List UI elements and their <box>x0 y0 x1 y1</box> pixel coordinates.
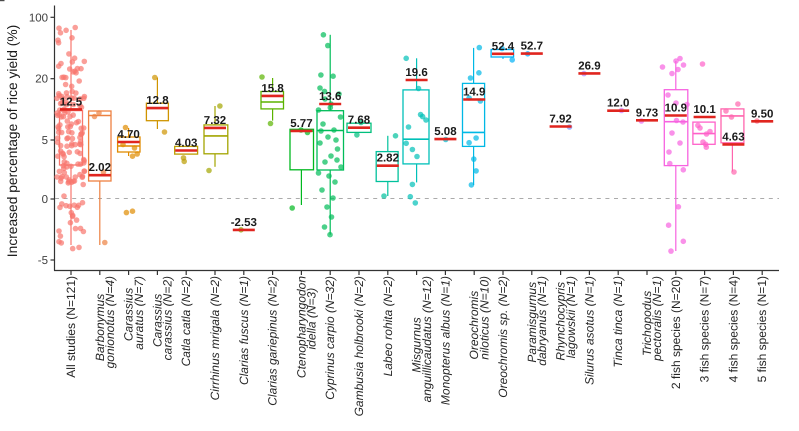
svg-text:4 fish species (N=4): 4 fish species (N=4) <box>726 276 740 382</box>
svg-text:Barbonymusgonionotus (N=4): Barbonymusgonionotus (N=4) <box>93 276 117 368</box>
svg-text:Carassiusauratus (N=7): Carassiusauratus (N=7) <box>122 276 146 350</box>
svg-text:Paramisgurnusdabryanus (N=1): Paramisgurnusdabryanus (N=1) <box>525 276 549 366</box>
svg-text:-5: -5 <box>38 255 48 267</box>
svg-text:3 fish species (N=7): 3 fish species (N=7) <box>698 276 712 382</box>
svg-text:52.4: 52.4 <box>492 41 515 53</box>
svg-text:14.9: 14.9 <box>463 87 485 99</box>
svg-text:52.7: 52.7 <box>521 41 543 53</box>
svg-text:19.6: 19.6 <box>405 67 427 79</box>
svg-text:-2.53: -2.53 <box>231 217 257 229</box>
svg-text:12.5: 12.5 <box>60 96 83 108</box>
svg-text:2 fish species (N=20): 2 fish species (N=20) <box>669 276 683 389</box>
svg-text:5 fish species (N=1): 5 fish species (N=1) <box>755 276 769 382</box>
svg-text:5.77: 5.77 <box>290 118 312 130</box>
svg-text:4.63: 4.63 <box>722 131 744 143</box>
svg-text:26.9: 26.9 <box>578 60 600 72</box>
svg-text:Trichopoduspectoralis (N=1): Trichopoduspectoralis (N=1) <box>640 276 664 362</box>
svg-text:Silurus asotus (N=1): Silurus asotus (N=1) <box>582 276 596 385</box>
svg-text:4.70: 4.70 <box>117 129 139 141</box>
svg-text:Labeo rohita (N=2): Labeo rohita (N=2) <box>381 276 395 376</box>
svg-text:Oreochromis sp. (N=2): Oreochromis sp. (N=2) <box>496 276 510 398</box>
svg-text:Monopterus albus (N=1): Monopterus albus (N=1) <box>438 276 452 405</box>
svg-text:12.8: 12.8 <box>146 95 169 107</box>
svg-text:Cirrhinus mrigala (N=2): Cirrhinus mrigala (N=2) <box>208 276 222 400</box>
svg-text:20: 20 <box>35 74 48 86</box>
svg-text:Clarias fuscus (N=1): Clarias fuscus (N=1) <box>237 276 251 385</box>
svg-text:15.8: 15.8 <box>261 83 284 95</box>
svg-text:10.9: 10.9 <box>665 103 687 115</box>
svg-text:9.50: 9.50 <box>751 108 773 120</box>
svg-text:Gambusia holbrooki (N=2): Gambusia holbrooki (N=2) <box>352 276 366 416</box>
svg-text:4.03: 4.03 <box>175 138 197 150</box>
svg-text:0: 0 <box>42 194 48 206</box>
svg-text:Carassiuscarassius (N=2): Carassiuscarassius (N=2) <box>150 276 174 360</box>
svg-text:Catla catla (N=2): Catla catla (N=2) <box>179 276 193 366</box>
svg-text:5.08: 5.08 <box>434 126 457 138</box>
svg-text:2.82: 2.82 <box>377 153 399 165</box>
svg-text:13.6: 13.6 <box>319 91 341 103</box>
svg-text:Ctenopharyngodonidella (N=3): Ctenopharyngodonidella (N=3) <box>294 276 318 378</box>
svg-text:Cyprinus carpio (N=32): Cyprinus carpio (N=32) <box>323 276 337 400</box>
svg-text:5: 5 <box>42 135 48 147</box>
svg-text:9.73: 9.73 <box>636 107 658 119</box>
svg-text:Increased percentage of rice y: Increased percentage of rice yield (%) <box>5 25 20 257</box>
svg-text:Oreochromisniloticus (N=10): Oreochromisniloticus (N=10) <box>467 276 491 360</box>
svg-text:All studies (N=121): All studies (N=121) <box>64 276 78 378</box>
svg-text:7.32: 7.32 <box>204 115 226 127</box>
svg-text:10.1: 10.1 <box>693 104 716 116</box>
svg-text:7.68: 7.68 <box>348 115 371 127</box>
svg-text:Clarias gariepinus (N=2): Clarias gariepinus (N=2) <box>266 276 280 406</box>
svg-text:7.92: 7.92 <box>549 114 571 126</box>
svg-text:2.02: 2.02 <box>89 162 111 174</box>
svg-text:Rhynchocyprislagowskii (N=1): Rhynchocyprislagowskii (N=1) <box>554 276 578 361</box>
svg-text:Misgurnusanguillicaudatus (N=1: Misgurnusanguillicaudatus (N=12) <box>410 276 434 402</box>
svg-text:100: 100 <box>29 12 48 24</box>
svg-text:12.0: 12.0 <box>607 98 629 110</box>
svg-text:Tinca tinca (N=1): Tinca tinca (N=1) <box>611 276 625 368</box>
